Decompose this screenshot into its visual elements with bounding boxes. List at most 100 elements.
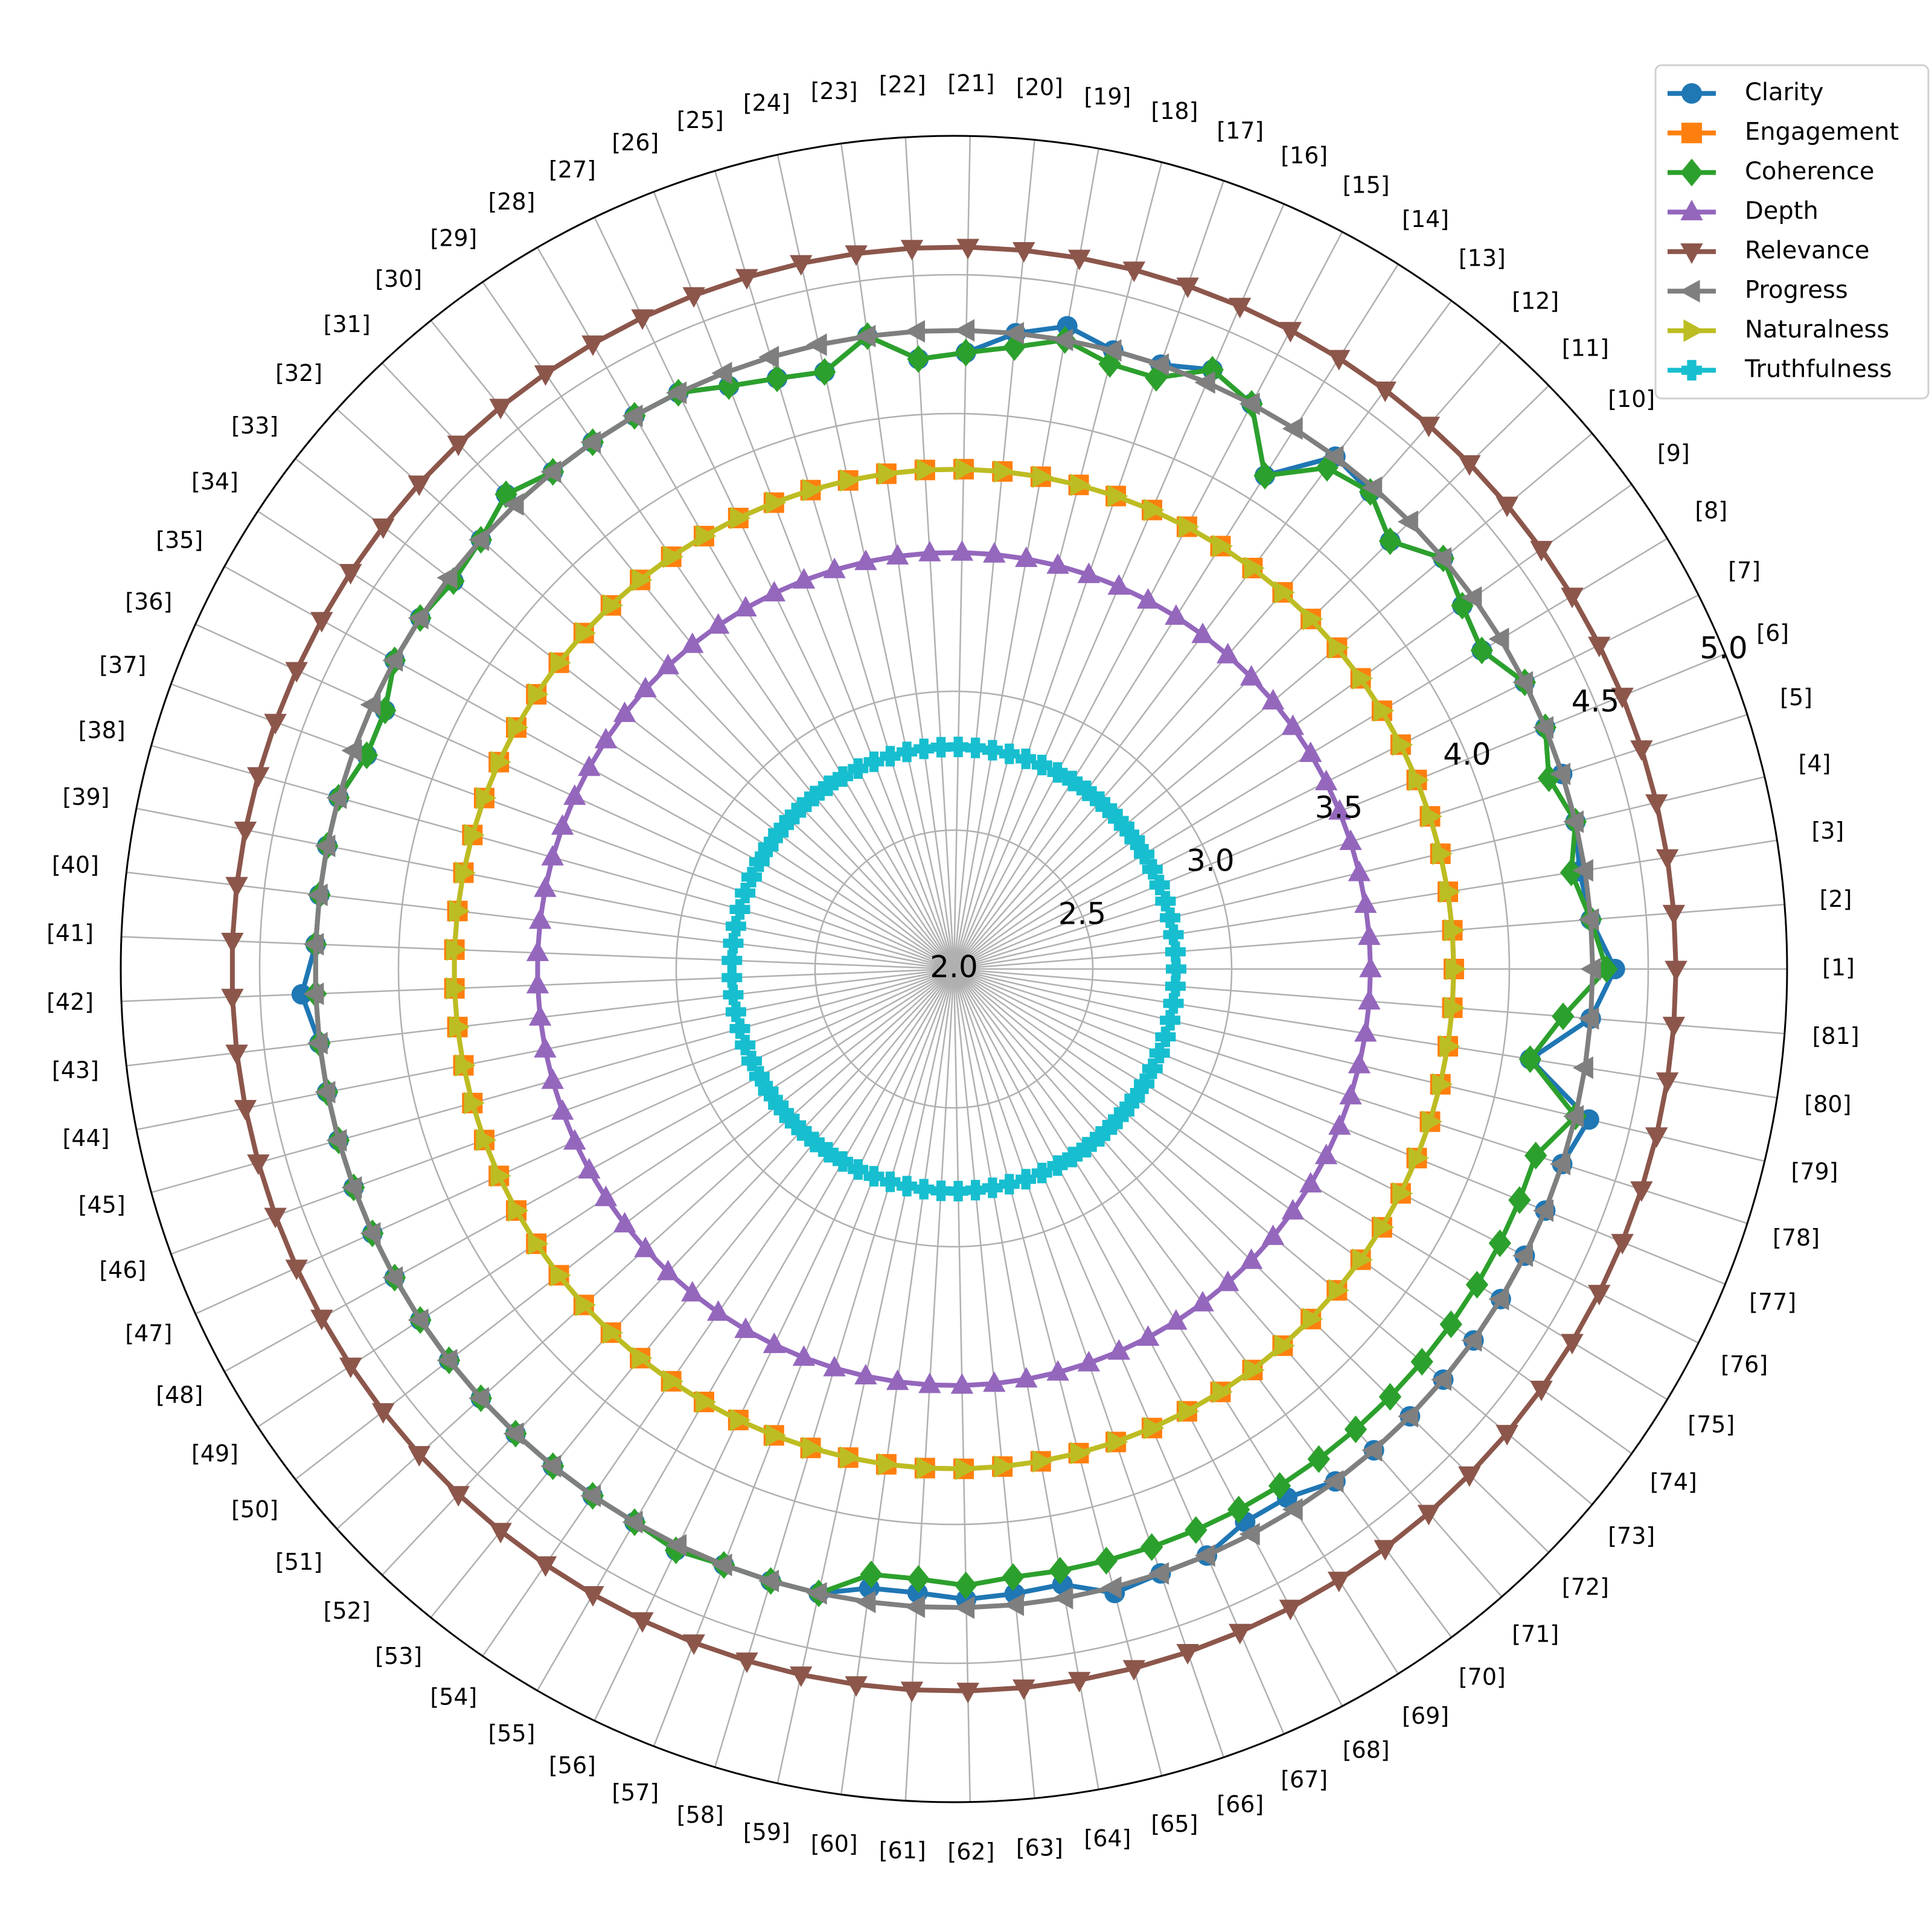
category-label: [5] [1780, 684, 1812, 711]
data-point [1470, 636, 1494, 665]
data-point [817, 1142, 839, 1163]
category-label: [74] [1650, 1468, 1697, 1495]
data-point [221, 933, 244, 954]
data-point [1348, 860, 1371, 881]
category-label: [29] [430, 225, 477, 251]
data-point [449, 1016, 470, 1038]
data-point [741, 1051, 762, 1072]
data-point [341, 739, 362, 762]
data-point [476, 1128, 497, 1151]
data-point [1408, 769, 1429, 792]
data-point [918, 540, 941, 561]
legend-item-coherence: Coherence [1668, 158, 1875, 187]
data-point [1122, 1660, 1146, 1681]
circular-gridline [397, 412, 1511, 1526]
category-label: [11] [1562, 335, 1609, 362]
data-point [1274, 581, 1295, 604]
data-point [1227, 1495, 1250, 1524]
data-point [534, 365, 557, 386]
data-point [1095, 1547, 1118, 1575]
data-point [1378, 1383, 1402, 1411]
data-point [446, 938, 467, 961]
legend-item-engagement: Engagement [1668, 118, 1899, 146]
data-point [1176, 1643, 1199, 1665]
data-point [1107, 574, 1130, 595]
data-point [310, 612, 333, 633]
category-label: [33] [231, 412, 278, 439]
data-point [490, 1164, 511, 1188]
data-point [1630, 1181, 1653, 1202]
data-point [382, 1266, 403, 1289]
data-point [955, 1457, 976, 1480]
data-point [1432, 1073, 1453, 1096]
outer-frame [120, 135, 1788, 1803]
data-point [1361, 476, 1383, 499]
data-point [1032, 465, 1054, 488]
data-point [1323, 1470, 1344, 1493]
data-point [1314, 769, 1338, 790]
data-point [804, 1131, 825, 1153]
data-point [1166, 959, 1186, 979]
data-point [845, 1676, 868, 1697]
series-relevance [221, 238, 1687, 1704]
data-point [1352, 667, 1374, 690]
data-point [721, 967, 743, 988]
data-point [247, 767, 270, 788]
data-point [503, 1422, 524, 1445]
category-label: [15] [1343, 171, 1390, 198]
data-point [1148, 1562, 1169, 1585]
data-point [833, 1151, 853, 1172]
data-point [804, 785, 825, 807]
data-point [1580, 958, 1601, 980]
data-point [1089, 1126, 1110, 1147]
data-point [528, 908, 552, 929]
data-point [622, 405, 643, 427]
data-point [707, 1300, 730, 1321]
category-label: [10] [1608, 386, 1655, 412]
data-point [469, 1387, 490, 1410]
category-label: [13] [1459, 245, 1506, 271]
data-point [880, 746, 901, 767]
data-point [1244, 1358, 1265, 1381]
data-point [1134, 1073, 1155, 1095]
data-point [285, 1259, 308, 1281]
data-point [1328, 799, 1351, 820]
data-point [666, 1534, 687, 1557]
data-point [1358, 989, 1381, 1010]
data-point [1077, 1351, 1101, 1372]
data-point [234, 1099, 257, 1121]
category-label: [46] [99, 1257, 146, 1284]
category-label: [64] [1084, 1825, 1131, 1852]
category-label: [53] [375, 1643, 422, 1669]
data-point [326, 786, 347, 809]
data-point [916, 458, 938, 482]
category-label: [57] [612, 1779, 659, 1806]
category-label: [77] [1749, 1289, 1796, 1316]
data-point [307, 1032, 328, 1055]
data-point [930, 1180, 952, 1201]
data-point [1101, 339, 1122, 362]
category-label: [61] [879, 1837, 926, 1864]
data-point [955, 339, 977, 366]
data-point [508, 716, 529, 739]
radial-tick-label: 4.0 [1443, 737, 1491, 772]
data-point [1165, 1309, 1188, 1330]
data-point [994, 460, 1015, 483]
data-point [900, 1681, 924, 1703]
data-point [696, 1390, 717, 1413]
data-point [632, 568, 653, 592]
category-label: [60] [811, 1831, 858, 1857]
category-label: [72] [1562, 1573, 1609, 1600]
category-label: [78] [1773, 1224, 1820, 1251]
data-point [735, 1652, 758, 1674]
legend-item-naturalness: Naturalness [1668, 316, 1889, 344]
data-point [802, 1436, 823, 1459]
data-point [791, 797, 812, 818]
data-point [1003, 322, 1025, 345]
data-point [526, 940, 549, 961]
data-point [603, 1321, 624, 1344]
data-point [339, 1357, 362, 1378]
data-point [603, 594, 624, 617]
data-point [303, 933, 324, 956]
data-point [1102, 1114, 1123, 1135]
